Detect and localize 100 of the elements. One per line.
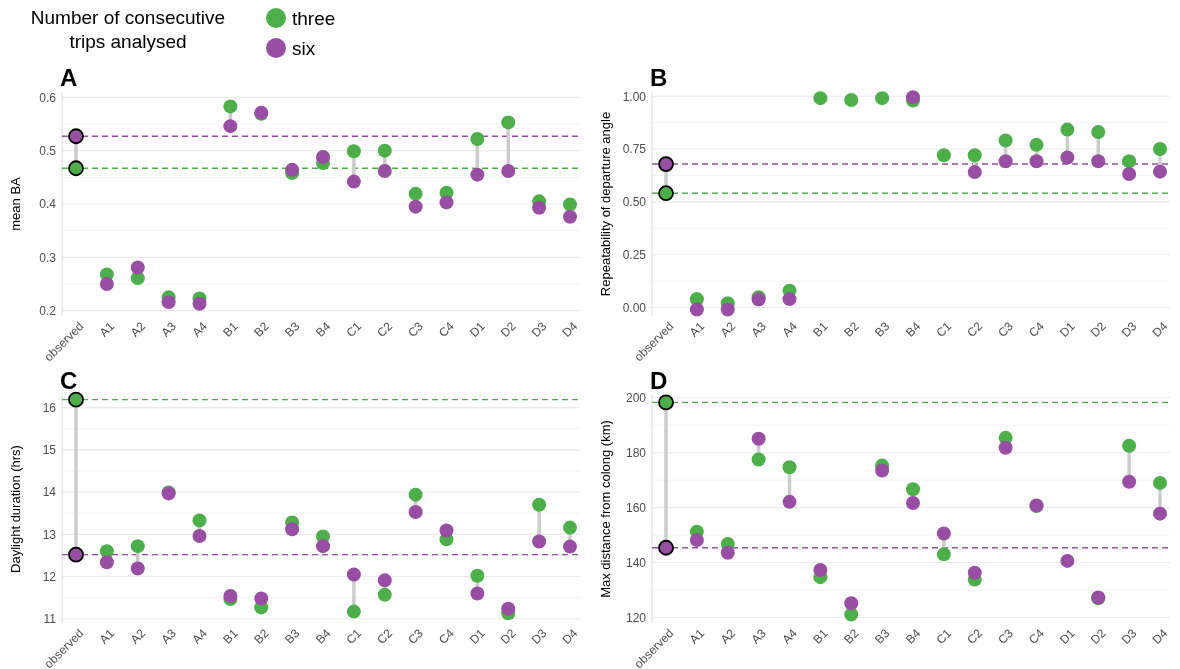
point xyxy=(1153,475,1167,490)
point xyxy=(751,452,766,467)
x-tick-label: D2 xyxy=(497,626,519,647)
point xyxy=(223,99,238,114)
x-tick-label: C4 xyxy=(436,626,457,647)
x-tick-label: B1 xyxy=(810,319,831,340)
x-tick-label: B1 xyxy=(810,626,831,647)
point xyxy=(967,165,982,180)
point xyxy=(1029,154,1044,169)
point xyxy=(439,195,454,210)
point xyxy=(408,487,423,502)
y-tick-label: 180 xyxy=(625,446,647,461)
x-tick-label: A3 xyxy=(748,626,770,647)
x-tick-label: D1 xyxy=(466,319,488,340)
x-tick-label: B4 xyxy=(312,626,334,647)
x-tick-label: B1 xyxy=(220,319,241,340)
x-tick-label: B4 xyxy=(902,626,924,647)
point xyxy=(1153,142,1167,157)
x-tick-label: A3 xyxy=(158,626,180,647)
point xyxy=(875,463,890,478)
x-tick-label: B3 xyxy=(282,626,303,647)
x-tick-label: D3 xyxy=(528,626,550,647)
y-tick-label: 0.5 xyxy=(39,144,57,159)
point xyxy=(470,167,485,182)
x-tick-label: C2 xyxy=(374,319,396,340)
point xyxy=(751,431,766,446)
point xyxy=(470,568,485,583)
point xyxy=(501,163,516,178)
x-tick-label: A2 xyxy=(717,319,739,340)
x-tick-label: A2 xyxy=(127,319,149,340)
x-tick-label: D2 xyxy=(497,319,519,340)
point xyxy=(254,591,269,606)
x-tick-label: A3 xyxy=(158,319,180,340)
point xyxy=(967,148,982,163)
point xyxy=(658,156,674,172)
point xyxy=(1122,438,1137,453)
legend-title: Number of consecutive trips analysed xyxy=(30,7,226,52)
x-tick-label: D1 xyxy=(466,626,488,647)
y-tick-label: 12 xyxy=(42,569,57,584)
y-axis-title: Max distance from colong (km) xyxy=(598,420,613,598)
point xyxy=(998,133,1013,148)
x-tick-label: D4 xyxy=(1149,319,1171,340)
point xyxy=(68,546,84,563)
point xyxy=(99,277,114,291)
y-tick-label: 0.25 xyxy=(622,248,647,263)
point xyxy=(1153,164,1167,179)
x-tick-label: D3 xyxy=(1118,319,1140,340)
chart-title: A xyxy=(60,64,78,91)
y-tick-label: 200 xyxy=(625,391,647,406)
x-tick-label: A2 xyxy=(717,626,739,647)
y-tick-label: 160 xyxy=(625,500,647,515)
point xyxy=(316,539,330,554)
point xyxy=(875,91,890,106)
x-tick-label: C4 xyxy=(1026,319,1047,340)
y-tick-label: 16 xyxy=(42,401,57,416)
y-tick-label: 1.00 xyxy=(622,89,647,104)
chart-title: C xyxy=(60,367,78,394)
y-tick-label: 0.4 xyxy=(39,197,57,212)
y-axis-title: Daylight duration (hrs) xyxy=(8,445,23,573)
point xyxy=(844,596,859,611)
y-tick-label: 11 xyxy=(43,612,57,627)
point xyxy=(223,119,238,134)
point xyxy=(346,567,361,582)
x-tick-label: A4 xyxy=(779,626,800,647)
x-tick-label: B4 xyxy=(312,319,334,340)
y-tick-label: 0.00 xyxy=(622,300,647,315)
y-tick-label: 0.6 xyxy=(39,90,57,105)
point xyxy=(1029,137,1044,152)
point xyxy=(563,209,577,224)
point xyxy=(1122,474,1137,489)
point xyxy=(563,520,577,535)
x-tick-label: C2 xyxy=(964,626,986,647)
point xyxy=(377,573,392,588)
point xyxy=(130,561,145,576)
y-tick-label: 120 xyxy=(625,610,647,625)
point xyxy=(192,529,207,544)
legend-label: three xyxy=(292,8,336,29)
point xyxy=(408,504,423,519)
point xyxy=(1060,150,1075,165)
point xyxy=(936,547,951,562)
x-tick-label: C4 xyxy=(1026,626,1047,647)
point xyxy=(689,533,704,548)
point xyxy=(720,545,735,560)
point xyxy=(1091,124,1106,139)
point xyxy=(161,295,176,310)
y-tick-label: 140 xyxy=(625,555,647,570)
x-tick-label: A1 xyxy=(686,626,708,647)
x-tick-label: C1 xyxy=(933,319,955,340)
point xyxy=(377,143,392,158)
point xyxy=(130,260,145,275)
point xyxy=(470,131,485,146)
point xyxy=(689,302,704,317)
chart-title: B xyxy=(650,64,668,91)
x-tick-label: C2 xyxy=(374,626,396,647)
point xyxy=(501,601,516,616)
x-tick-label: C3 xyxy=(405,626,427,647)
x-tick-label: A4 xyxy=(779,319,800,340)
x-tick-label: B2 xyxy=(251,626,272,647)
x-tick-label: A3 xyxy=(748,319,770,340)
y-tick-label: 0.50 xyxy=(622,195,647,210)
